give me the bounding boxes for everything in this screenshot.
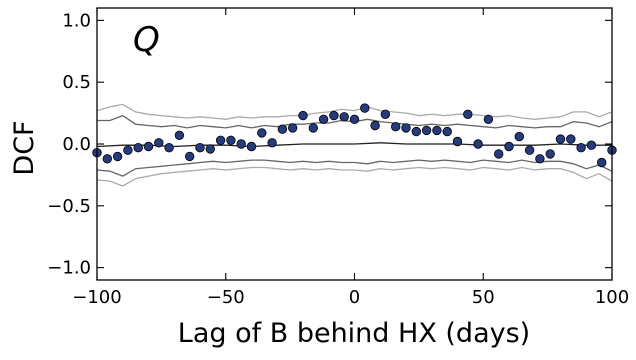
y-tick-label: 0.5: [62, 72, 91, 93]
dcf-points: [92, 103, 617, 168]
data-point-27: [370, 120, 380, 131]
data-point-24: [339, 112, 349, 122]
data-point-15: [246, 141, 257, 152]
data-point-21: [308, 123, 319, 133]
data-point-32: [421, 125, 432, 136]
data-point-42: [524, 145, 535, 155]
y-axis-label: DCF: [9, 120, 40, 175]
data-point-34: [442, 126, 452, 137]
data-point-3: [123, 145, 133, 155]
x-tick-label: 50: [472, 287, 495, 308]
data-point-48: [586, 140, 597, 150]
data-point-11: [205, 144, 216, 154]
series-line-0: [96, 142, 612, 148]
x-tick-label: 0: [349, 287, 360, 308]
data-point-7: [164, 142, 174, 153]
y-tick-label: −0.5: [47, 196, 91, 217]
data-point-43: [535, 154, 545, 164]
data-point-30: [401, 123, 411, 133]
data-point-41: [514, 131, 525, 142]
data-point-9: [184, 151, 195, 162]
series-line-2: [96, 159, 613, 177]
data-point-46: [566, 134, 576, 144]
data-point-6: [154, 138, 164, 148]
data-point-45: [555, 134, 566, 144]
data-point-4: [133, 142, 143, 153]
data-point-20: [298, 110, 308, 121]
data-point-10: [195, 142, 205, 153]
data-point-35: [452, 136, 463, 147]
data-point-22: [318, 114, 329, 125]
data-point-12: [215, 135, 226, 146]
data-point-28: [380, 109, 391, 120]
x-tick-label: −50: [207, 287, 245, 308]
data-point-38: [483, 114, 494, 125]
y-tick-label: 0.0: [62, 134, 91, 155]
data-point-44: [545, 149, 555, 159]
panel-label: Q: [133, 20, 160, 60]
data-point-29: [391, 121, 401, 132]
x-tick-label: 100: [595, 287, 629, 308]
data-point-16: [257, 128, 267, 138]
data-point-33: [432, 125, 442, 136]
data-point-23: [329, 110, 339, 121]
data-point-47: [576, 142, 586, 153]
data-point-39: [494, 149, 504, 159]
data-point-26: [360, 103, 370, 113]
series-line-3: [96, 103, 613, 120]
data-point-2: [112, 151, 123, 162]
data-point-36: [463, 109, 473, 120]
axis-ticks: [96, 8, 613, 280]
data-point-5: [143, 141, 154, 152]
data-point-18: [277, 124, 288, 134]
x-tick-label: −100: [72, 287, 121, 308]
data-point-17: [267, 138, 277, 148]
data-point-13: [226, 135, 236, 146]
data-point-1: [102, 154, 113, 164]
data-point-8: [174, 130, 185, 141]
data-point-19: [288, 123, 298, 133]
data-point-40: [504, 141, 514, 152]
series-line-4: [96, 166, 613, 187]
data-point-37: [473, 139, 483, 149]
data-point-31: [411, 126, 422, 137]
tick-labels: −100 −50 0 50 100 −1.0 −0.5 0.0 0.5 1.0: [47, 10, 629, 308]
y-tick-label: 1.0: [62, 10, 91, 31]
data-point-25: [349, 114, 360, 125]
data-point-49: [597, 157, 607, 168]
x-axis-label: Lag of B behind HX (days): [178, 318, 530, 349]
y-tick-label: −1.0: [47, 258, 91, 279]
data-point-14: [236, 139, 246, 149]
confidence-band-lines: [96, 103, 613, 187]
